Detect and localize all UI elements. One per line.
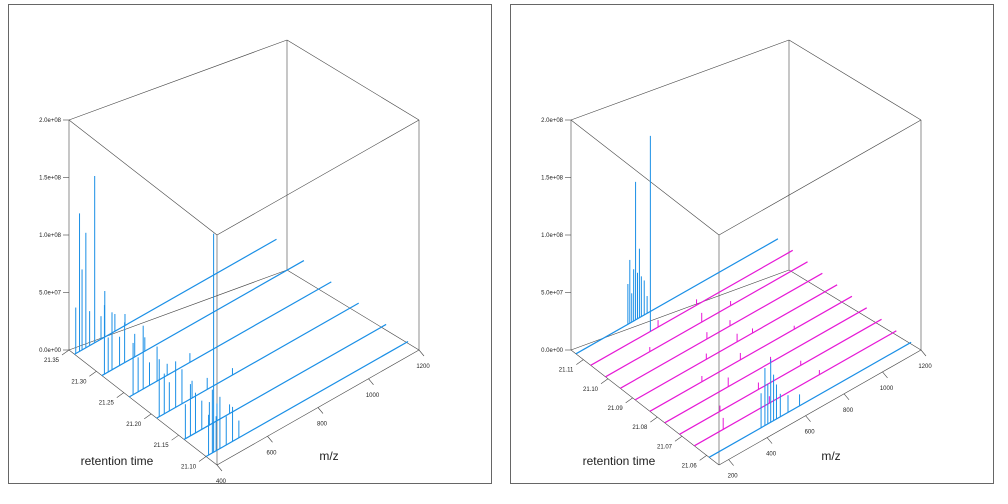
mz-tick-label: 1000 bbox=[880, 386, 894, 392]
mz-tick-mark bbox=[882, 371, 888, 379]
rt-tick-mark bbox=[650, 416, 658, 423]
mz-tick-mark bbox=[368, 378, 374, 385]
rt-tick-mark bbox=[61, 349, 70, 356]
rt-tick-mark bbox=[699, 455, 707, 461]
series-baseline bbox=[620, 272, 823, 389]
mz-tick-mark bbox=[317, 407, 324, 414]
rt-tick-label: 21.15 bbox=[154, 443, 170, 449]
z-tick-label: 5.0e+07 bbox=[39, 291, 62, 297]
box-edge bbox=[570, 119, 720, 236]
x-axis-title: m/z bbox=[821, 449, 840, 463]
box-edge bbox=[68, 119, 218, 236]
mz-tick-label: 200 bbox=[728, 474, 739, 480]
rt-tick-label: 21.09 bbox=[608, 406, 624, 412]
rt-tick-label: 21.06 bbox=[682, 463, 698, 469]
mz-tick-label: 800 bbox=[843, 408, 854, 414]
mz-tick-mark bbox=[216, 464, 223, 472]
z-tick-label: 2.0e+08 bbox=[541, 118, 564, 124]
series-baseline bbox=[634, 284, 838, 401]
rt-tick-mark bbox=[198, 456, 207, 462]
mz-tick-mark bbox=[766, 437, 773, 444]
y-axis-title: retention time bbox=[81, 454, 154, 468]
mz-tick-mark bbox=[267, 436, 273, 443]
series-baseline bbox=[183, 323, 387, 440]
series-baseline bbox=[590, 249, 794, 366]
series-baseline bbox=[679, 318, 882, 435]
mz-tick-mark bbox=[805, 415, 811, 422]
box-edge bbox=[570, 269, 790, 351]
box-edge bbox=[68, 39, 288, 121]
rt-tick-label: 21.25 bbox=[99, 401, 115, 407]
box-edge bbox=[718, 349, 922, 466]
series-baseline bbox=[128, 281, 332, 398]
rt-tick-label: 21.07 bbox=[657, 444, 673, 450]
mz-tick-label: 1200 bbox=[416, 364, 430, 370]
rt-tick-label: 21.10 bbox=[583, 387, 599, 393]
x-axis-title: m/z bbox=[319, 449, 338, 463]
mz-tick-label: 600 bbox=[805, 430, 816, 436]
series-baseline bbox=[575, 238, 779, 355]
box-edge bbox=[216, 119, 420, 236]
box-edge bbox=[286, 269, 420, 351]
mz-tick-mark bbox=[843, 393, 850, 401]
z-tick-label: 1.0e+08 bbox=[39, 233, 62, 239]
rt-tick-mark bbox=[674, 436, 683, 442]
series-baseline bbox=[664, 307, 868, 424]
rt-tick-label: 21.35 bbox=[44, 358, 60, 364]
mz-tick-mark bbox=[728, 459, 734, 466]
rt-tick-label: 21.08 bbox=[632, 425, 648, 431]
series-baseline bbox=[605, 261, 808, 378]
mz-tick-mark bbox=[418, 349, 425, 357]
rt-tick-mark bbox=[144, 413, 152, 420]
rt-tick-mark bbox=[576, 359, 584, 365]
box-edge bbox=[718, 119, 922, 236]
y-axis-title: retention time bbox=[583, 454, 656, 468]
rt-tick-label: 21.11 bbox=[559, 368, 574, 374]
mz-tick-label: 1200 bbox=[918, 364, 932, 370]
rt-tick-mark bbox=[116, 392, 124, 398]
box-edge bbox=[788, 269, 922, 351]
z-tick-label: 0.0e+00 bbox=[541, 348, 564, 354]
chart-panel-right: 0.0e+00 5.0e+07 1.0e+08 1.5e+08 2.0e+08 21.11… bbox=[510, 4, 994, 484]
series-baseline bbox=[74, 238, 277, 355]
rt-tick-label: 21.30 bbox=[71, 379, 87, 385]
series-baseline bbox=[156, 302, 360, 419]
z-tick-label: 1.0e+08 bbox=[541, 233, 564, 239]
series-baseline bbox=[708, 341, 912, 458]
mz-tick-label: 400 bbox=[766, 452, 777, 458]
z-tick-label: 5.0e+07 bbox=[541, 291, 564, 297]
rt-tick-label: 21.20 bbox=[126, 422, 142, 428]
series-baseline bbox=[694, 330, 897, 447]
rt-tick-label: 21.10 bbox=[181, 464, 197, 470]
z-tick-label: 0.0e+00 bbox=[39, 348, 62, 354]
spectra-3d-plot-left: 0.0e+00 5.0e+07 1.0e+08 1.5e+08 2.0e+08 21.35… bbox=[39, 39, 430, 485]
box-edge bbox=[68, 349, 218, 466]
z-tick-label: 2.0e+08 bbox=[39, 118, 62, 124]
z-tick-label: 1.5e+08 bbox=[39, 176, 62, 182]
mz-tick-label: 800 bbox=[317, 422, 328, 428]
rt-tick-mark bbox=[89, 371, 97, 377]
mz-tick-label: 1000 bbox=[366, 393, 380, 399]
mz-tick-mark bbox=[920, 349, 927, 357]
z-tick-label: 1.5e+08 bbox=[541, 176, 564, 182]
box-edge bbox=[570, 39, 790, 121]
box-edge bbox=[788, 39, 922, 121]
rt-tick-mark bbox=[171, 434, 179, 441]
mz-tick-label: 400 bbox=[216, 479, 227, 485]
chart-panel-left: 0.0e+00 5.0e+07 1.0e+08 1.5e+08 2.0e+08 21.35… bbox=[8, 4, 492, 485]
spectra-3d-plot-right: 0.0e+00 5.0e+07 1.0e+08 1.5e+08 2.0e+08 21.11… bbox=[541, 39, 932, 480]
box-edge bbox=[570, 349, 720, 466]
box-edge bbox=[286, 39, 420, 121]
series-baseline bbox=[205, 340, 409, 458]
rt-tick-mark bbox=[625, 397, 633, 404]
rt-tick-mark bbox=[600, 378, 609, 384]
series-baseline bbox=[649, 295, 853, 412]
series-baseline bbox=[101, 260, 305, 377]
box-edge bbox=[68, 269, 288, 351]
mz-tick-label: 600 bbox=[266, 450, 277, 456]
